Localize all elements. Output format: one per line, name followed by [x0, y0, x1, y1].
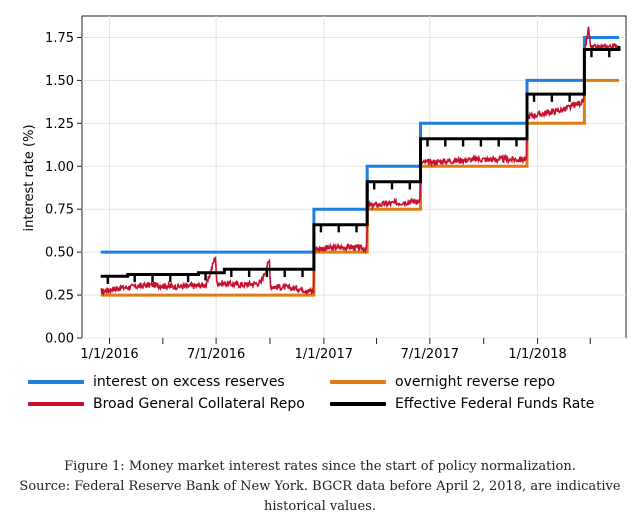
x-tick-label: 1/1/2018: [508, 347, 566, 362]
y-tick-label: 0.75: [45, 203, 74, 218]
legend-label-onrrp: overnight reverse repo: [395, 374, 556, 390]
y-tick-label: 0.25: [45, 289, 74, 304]
y-tick-label: 1.00: [45, 160, 74, 175]
legend-item-bgcr: Broad General Collateral Repo: [28, 394, 305, 414]
legend-item-ioer: interest on excess reserves: [28, 372, 285, 392]
legend-label-effr: Effective Federal Funds Rate: [395, 396, 595, 412]
caption-line-2: Source: Federal Reserve Bank of New York…: [19, 479, 621, 494]
legend-label-ioer: interest on excess reserves: [93, 374, 285, 390]
legend: interest on excess reserves overnight re…: [0, 372, 640, 416]
legend-swatch-effr: [330, 402, 386, 406]
caption-line-1: Figure 1: Money market interest rates si…: [64, 459, 576, 474]
chart: 0.00 0.25 0.50 0.75 1.00 1.25 1.50 1.75 1/1/2016…: [22, 15, 627, 362]
series-line-3: [100, 46, 621, 278]
series-layer: [100, 26, 621, 297]
legend-item-onrrp: overnight reverse repo: [330, 372, 555, 392]
y-tick-label: 0.50: [45, 246, 74, 261]
series-line-2: [100, 26, 620, 297]
legend-swatch-bgcr: [28, 402, 84, 406]
y-tick-label: 1.75: [45, 31, 74, 46]
y-tick-label: 0.00: [45, 332, 74, 347]
x-tick-label: 1/1/2016: [80, 347, 138, 362]
legend-swatch-onrrp: [330, 380, 386, 384]
plot-area: [81, 15, 627, 339]
caption-line-3: historical values.: [263, 499, 377, 514]
y-tick-label: 1.25: [45, 117, 74, 132]
figure-caption: Figure 1: Money market interest rates si…: [10, 457, 630, 517]
y-axis-label: interest rate (%): [22, 124, 37, 231]
legend-label-bgcr: Broad General Collateral Repo: [93, 396, 305, 412]
x-tick-label: 7/1/2017: [401, 347, 459, 362]
x-tick-label: 1/1/2017: [295, 347, 353, 362]
legend-swatch-ioer: [28, 380, 84, 384]
axis-layer: 0.00 0.25 0.50 0.75 1.00 1.25 1.50 1.75 1/1/2016…: [45, 31, 591, 362]
legend-item-effr: Effective Federal Funds Rate: [330, 394, 594, 414]
x-tick-label: 7/1/2016: [187, 347, 245, 362]
y-tick-label: 1.50: [45, 74, 74, 89]
